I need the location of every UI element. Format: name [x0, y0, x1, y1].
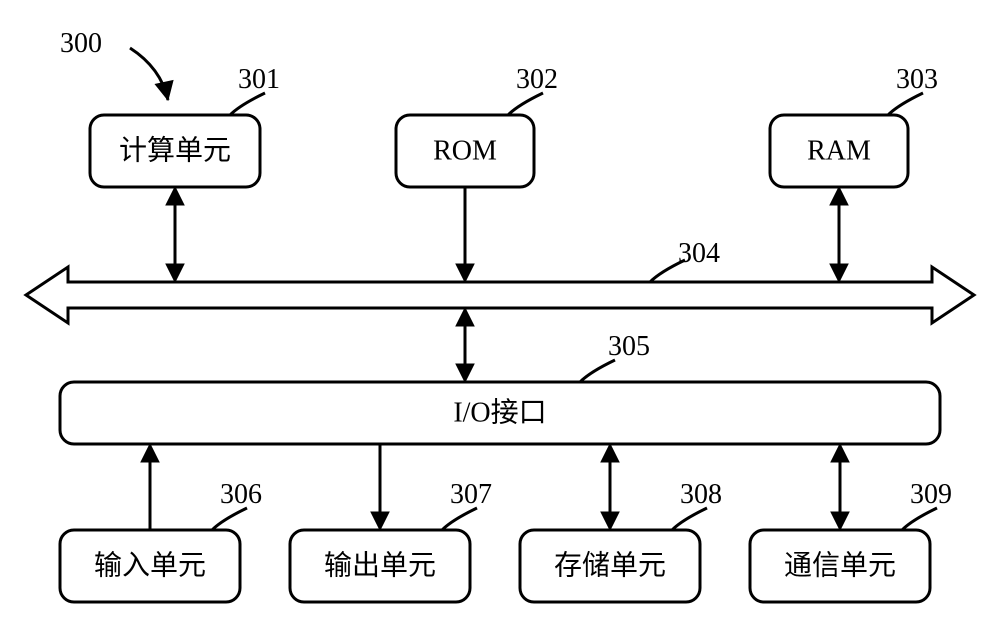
label-304: 304	[678, 238, 720, 269]
label-309-leader	[902, 508, 937, 530]
label-303-leader	[888, 93, 923, 115]
label-306: 306	[220, 479, 262, 510]
label-301: 301	[238, 64, 280, 95]
label-308-leader	[672, 508, 707, 530]
label-302-leader	[508, 93, 543, 115]
label-307-leader	[442, 508, 477, 530]
label-302: 302	[516, 64, 558, 95]
io-interface-box-label: I/O接口	[453, 397, 546, 429]
box-store-label: 存储单元	[554, 550, 666, 582]
box-rom-label: ROM	[433, 136, 497, 167]
figure-number: 300	[60, 28, 102, 59]
label-305-leader	[580, 360, 615, 382]
box-ram-label: RAM	[807, 136, 871, 167]
box-comm-label: 通信单元	[784, 550, 896, 582]
system-bus	[26, 267, 974, 323]
box-calc-label: 计算单元	[119, 135, 231, 167]
label-306-leader	[212, 508, 247, 530]
box-output-label: 输出单元	[324, 550, 436, 582]
label-309: 309	[910, 479, 952, 510]
label-305: 305	[608, 331, 650, 362]
box-input-label: 输入单元	[94, 550, 206, 582]
system-block-diagram: 300 304 I/O接口 305 计算单元 301 ROM 302 RAM 303 输入单元 306…	[0, 0, 1000, 632]
label-303: 303	[896, 64, 938, 95]
label-307: 307	[450, 479, 492, 510]
label-308: 308	[680, 479, 722, 510]
label-301-leader	[230, 93, 265, 115]
